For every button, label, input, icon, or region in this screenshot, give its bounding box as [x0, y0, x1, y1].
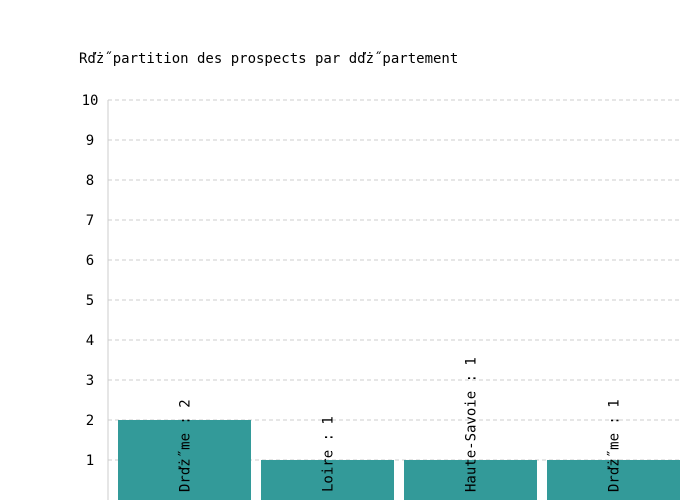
bar [404, 460, 537, 500]
bar-data-label: Drďż˝me : 2 [178, 399, 194, 492]
gridlines [108, 99, 680, 461]
bars [118, 420, 680, 500]
y-tick-label: 5 [86, 293, 94, 309]
bar-data-label: Haute-Savoie : 1 [464, 357, 480, 492]
y-tick-label: 6 [86, 253, 94, 269]
bar-labels: Drďż˝me : 2 Loire : 1 Haute-Savoie : 1 Drďż… [178, 357, 623, 492]
y-tick-label: 10 [82, 93, 99, 109]
y-tick-label: 4 [86, 333, 94, 349]
y-tick-label: 7 [86, 213, 94, 229]
y-tick-label: 8 [86, 173, 94, 189]
y-tick-label: 9 [86, 133, 94, 149]
bar [547, 460, 680, 500]
y-tick-label: 2 [86, 413, 94, 429]
y-axis-ticks: 1 2 3 4 5 6 7 8 9 10 [82, 93, 99, 469]
bar-data-label: Drďż˝me : 1 [607, 399, 623, 492]
chart-title: Rďż˝partition des prospects par dďż˝part… [79, 51, 458, 67]
bar-data-label: Loire : 1 [321, 416, 337, 492]
y-tick-label: 3 [86, 373, 94, 389]
y-tick-label: 1 [86, 453, 94, 469]
bar [261, 460, 394, 500]
bar [118, 420, 251, 500]
